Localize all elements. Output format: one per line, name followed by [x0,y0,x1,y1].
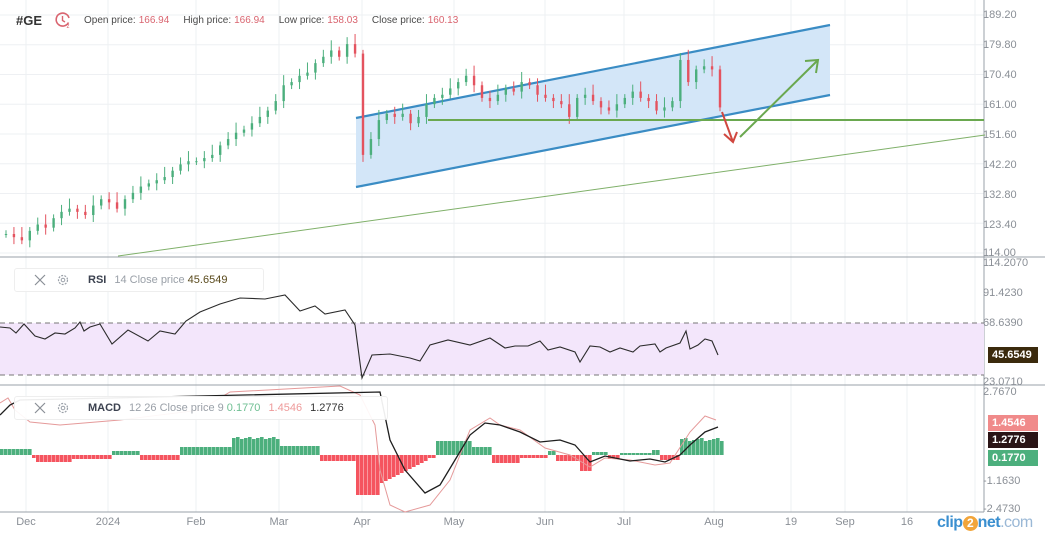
rsi-tick: 23.0710 [983,376,1023,388]
price-tick: 189.20 [983,9,1017,21]
time-tick: Jun [536,516,554,528]
macd-line-value: 1.2776 [310,402,344,414]
low-value: 158.03 [327,14,358,26]
rsi-tick: 91.4230 [983,287,1023,299]
price-tick: 170.40 [983,69,1017,81]
logo-text: net [977,514,1001,531]
rsi-name: RSI [88,274,107,286]
time-tick: Aug [704,516,724,528]
time-tick: 19 [784,516,798,528]
rsi-params: 14 Close price [114,274,185,286]
price-tick: 151.60 [983,129,1017,141]
macd-hist-value: 0.1770 [226,402,261,414]
close-icon[interactable] [33,401,47,415]
time-tick: 2024 [95,516,121,528]
time-tick: Dec [16,516,36,528]
open-value: 166.94 [138,14,170,26]
macd-hist-badge: 0.1770 [988,450,1038,466]
close-icon[interactable] [33,273,47,287]
low-label: Low price: [278,14,325,26]
time-tick: 16 [900,516,914,528]
symbol-label: #GE [16,12,43,28]
macd-signal-badge: 1.4546 [988,415,1038,431]
macd-legend: MACD 12 26 Close price 9 0.1770 1.4546 1… [14,396,388,420]
price-tick: 179.80 [983,39,1017,51]
high-label: High price: [183,14,232,26]
macd-tick: -2.4730 [983,503,1021,515]
gear-icon[interactable] [56,273,70,287]
time-tick: Feb [186,516,206,528]
close-value: 160.13 [427,14,459,26]
price-tick: 114.00 [983,247,1016,259]
rsi-legend: RSI 14 Close price 45.6549 [14,268,264,292]
clock-icon[interactable]: z [54,11,72,29]
macd-params: 12 26 Close price 9 [129,402,224,414]
logo-text: clip [937,514,963,531]
price-tick: 142.20 [983,159,1017,171]
clip2net-watermark: clip 2 net.com [937,514,1033,532]
price-tick: 132.80 [983,189,1017,201]
rsi-tick: 68.6390 [983,317,1023,329]
close-label: Close price: [371,14,425,26]
time-tick: Mar [269,516,289,528]
macd-tick: 2.7670 [983,386,1017,398]
rsi-value: 45.6549 [187,274,228,286]
macd-signal-value: 1.4546 [268,402,303,414]
logo-badge: 2 [962,516,978,531]
open-label: Open price: [84,14,136,26]
time-tick: Jul [616,516,632,528]
time-tick: May [443,516,465,528]
time-tick: Apr [353,516,371,528]
price-tick: 123.40 [983,219,1017,231]
svg-text:z: z [67,24,70,29]
macd-tick: -1.1630 [983,475,1021,487]
macd-line-badge: 1.2776 [988,432,1038,448]
price-tick: 161.00 [983,99,1017,111]
logo-tld: .com [1000,514,1033,531]
rsi-tick: 114.2070 [983,257,1029,269]
high-value: 166.94 [234,14,265,26]
time-tick: Sep [835,516,855,528]
rsi-value-badge: 45.6549 [988,347,1038,363]
gear-icon[interactable] [56,401,70,415]
ohlc-header: #GE z Open price: 166.94 High price: 166… [0,0,472,40]
macd-name: MACD [88,402,121,414]
